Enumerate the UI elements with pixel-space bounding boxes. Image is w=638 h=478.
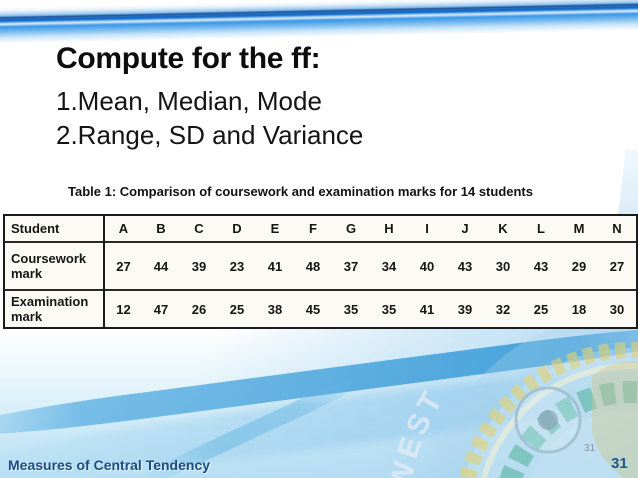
table-header-cell: F	[309, 221, 317, 236]
page-number-small: 31	[584, 443, 596, 454]
slide-bullet-list: 1.Mean, Median, Mode 2.Range, SD and Var…	[56, 84, 363, 152]
table-row-label: Coursework mark	[5, 241, 105, 290]
table-cell: 39	[446, 289, 484, 327]
table-cell: 47	[142, 289, 180, 327]
table-cell: 12	[104, 289, 142, 327]
table-cell: 40	[408, 241, 446, 290]
table-header-cell: E	[270, 221, 280, 236]
table-cell: 37	[332, 241, 370, 290]
table-cell: 48	[294, 241, 332, 290]
table-cell: 45	[294, 289, 332, 327]
table-header-cell: K	[498, 221, 508, 236]
table-cell: 41	[408, 289, 446, 327]
table-row-label: Examination mark	[5, 289, 105, 327]
table-cell: 43	[522, 241, 560, 290]
table-header-cell: L	[537, 221, 545, 236]
table-cell: 26	[180, 289, 218, 327]
table-cell: 29	[560, 241, 598, 290]
table-header-cell: A	[118, 221, 129, 236]
top-swoosh-decoration	[0, 0, 638, 44]
list-item: 2.Range, SD and Variance	[56, 120, 364, 150]
table-cell: 25	[218, 289, 256, 327]
table-cell: 30	[484, 241, 522, 290]
table-cell: 38	[256, 289, 294, 327]
table-cell: 25	[522, 289, 560, 327]
page-number-large: 31	[611, 455, 628, 472]
table-row: Examination mark 12 47 26 25 38 45 35 35 41 39 32 25…	[5, 289, 636, 327]
marks-table-container: Student A B C D E F G H I J K L M N Coursework mark 27 44…	[3, 214, 638, 329]
table-cell: 23	[218, 241, 256, 290]
table-row: Coursework mark 27 44 39 23 41 48 37 34 40 43 30 43 2…	[5, 241, 636, 290]
slide-title: Compute for the ff:	[56, 42, 321, 75]
table-cell: 27	[598, 241, 636, 290]
table-cell: 43	[446, 241, 484, 290]
marks-table: Student A B C D E F G H I J K L M N Coursework mark 27 44…	[5, 216, 636, 327]
footer-title: Measures of Central Tendency	[8, 457, 211, 473]
table-cell: 30	[598, 289, 636, 327]
table-caption: Table 1: Comparison of coursework and ex…	[68, 184, 533, 199]
table-cell: 35	[370, 289, 408, 327]
list-item: 1.Mean, Median, Mode	[56, 86, 322, 116]
table-header-student: Student	[5, 216, 105, 242]
table-header-cell: M	[573, 221, 585, 236]
table-header-cell: G	[345, 221, 357, 236]
table-header-row: Student A B C D E F G H I J K L M N	[5, 216, 636, 242]
table-cell: 41	[256, 241, 294, 290]
table-header-cell: H	[384, 221, 394, 236]
table-cell: 18	[560, 289, 598, 327]
table-cell: 44	[142, 241, 180, 290]
table-header-cell: N	[612, 221, 622, 236]
table-header-cell: J	[461, 221, 469, 236]
table-header-cell: D	[232, 221, 242, 236]
table-header-cell: I	[425, 221, 429, 236]
table-cell: 32	[484, 289, 522, 327]
table-header-cell: B	[156, 221, 166, 236]
table-header-cell: C	[194, 221, 204, 236]
table-cell: 34	[370, 241, 408, 290]
table-cell: 35	[332, 289, 370, 327]
table-cell: 39	[180, 241, 218, 290]
table-cell: 27	[104, 241, 142, 290]
